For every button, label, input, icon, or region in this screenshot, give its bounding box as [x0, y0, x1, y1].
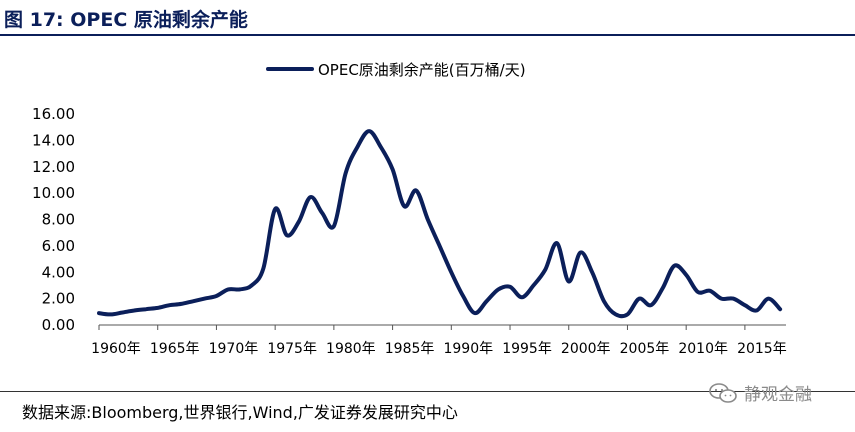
y-tick-label: 12.00: [32, 158, 75, 176]
y-tick-label: 8.00: [42, 211, 75, 229]
x-tick-label: 1960年: [91, 341, 141, 357]
x-tick-label: 1970年: [209, 341, 259, 357]
watermark: 静观金融: [708, 380, 812, 405]
y-tick-label: 2.00: [42, 290, 75, 308]
x-axis-ticks: 1960年 1965年 1970年 1975年 1980年 1985年 1990年 1995年…: [91, 325, 787, 357]
title-bar: 图 17: OPEC 原油剩余产能: [0, 0, 855, 36]
source-note: 数据来源:Bloomberg,世界银行,Wind,广发证券发展研究中心: [22, 403, 458, 422]
x-tick-label: 1985年: [385, 341, 435, 357]
title-rule: [0, 34, 855, 36]
x-tick-label: 1995年: [502, 341, 552, 357]
x-tick-label: 2015年: [737, 341, 787, 357]
series-group: [97, 129, 783, 319]
legend-swatch: [266, 67, 314, 71]
x-tick-label: 1990年: [443, 341, 493, 357]
y-tick-label: 6.00: [42, 237, 75, 255]
figure-title: 图 17: OPEC 原油剩余产能: [4, 9, 248, 31]
legend: OPEC原油剩余产能(百万桶/天): [266, 58, 526, 80]
y-tick-label: 0.00: [42, 316, 75, 334]
series-line: [97, 129, 783, 319]
x-tick-label: 2010年: [678, 341, 728, 357]
wechat-icon: [709, 382, 737, 403]
x-tick-label: 1965年: [150, 341, 200, 357]
x-tick-label: 2000年: [561, 341, 611, 357]
bottom-rule: [0, 391, 855, 392]
x-tick-label: 1980年: [326, 341, 376, 357]
watermark-text: 静观金融: [744, 385, 812, 405]
legend-label: OPEC原油剩余产能(百万桶/天): [318, 60, 526, 79]
y-tick-label: 10.00: [32, 184, 75, 202]
x-tick-label: 1975年: [267, 341, 317, 357]
x-tick-label: 2005年: [620, 341, 670, 357]
y-tick-label: 4.00: [42, 263, 75, 281]
y-tick-label: 14.00: [32, 131, 75, 149]
y-tick-label: 16.00: [32, 105, 75, 123]
y-axis-ticks: 0.00 2.00 4.00 6.00 8.00 10.00 12.00 14.00 16.00: [32, 105, 75, 334]
